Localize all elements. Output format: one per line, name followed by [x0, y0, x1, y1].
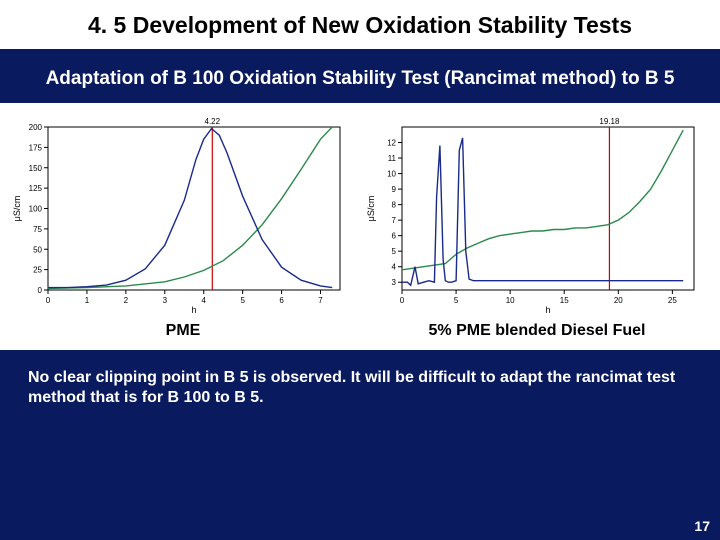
svg-text:12: 12	[387, 138, 396, 147]
svg-text:50: 50	[33, 245, 42, 254]
svg-text:0: 0	[46, 296, 51, 305]
title-bar: 4. 5 Development of New Oxidation Stabil…	[0, 0, 720, 49]
svg-text:5: 5	[392, 247, 397, 256]
svg-text:11: 11	[388, 154, 397, 163]
svg-text:150: 150	[29, 164, 43, 173]
svg-text:2: 2	[124, 296, 129, 305]
svg-text:0: 0	[38, 286, 43, 295]
svg-text:4.22: 4.22	[205, 117, 221, 126]
svg-text:7: 7	[318, 296, 323, 305]
svg-text:19.18: 19.18	[599, 117, 620, 126]
svg-text:5: 5	[240, 296, 245, 305]
svg-text:25: 25	[668, 296, 677, 305]
svg-text:6: 6	[279, 296, 284, 305]
svg-text:20: 20	[614, 296, 623, 305]
svg-text:75: 75	[33, 225, 42, 234]
svg-text:10: 10	[387, 169, 396, 178]
svg-text:7: 7	[392, 216, 397, 225]
svg-text:25: 25	[33, 265, 42, 274]
right-chart: 0 5 10 15 20 25 3 4 5 6 7 8 9 10 11 12 h μS/cm 19.18	[364, 111, 704, 316]
svg-text:200: 200	[29, 123, 43, 132]
conclusion-text: No clear clipping point in B 5 is observ…	[28, 368, 692, 408]
slide-subtitle: Adaptation of B 100 Oxidation Stability …	[20, 67, 700, 91]
svg-text:h: h	[545, 305, 550, 315]
svg-text:8: 8	[392, 200, 397, 209]
page-number: 17	[694, 518, 710, 534]
svg-text:4: 4	[392, 262, 397, 271]
svg-text:4: 4	[202, 296, 207, 305]
svg-text:5: 5	[454, 296, 459, 305]
svg-text:125: 125	[29, 184, 43, 193]
right-chart-container: 0 5 10 15 20 25 3 4 5 6 7 8 9 10 11 12 h μS/cm 19.18 5% PM…	[364, 111, 710, 340]
left-chart: 0 1 2 3 4 5 6 7 0 25 50 75 100 125 150 175 200 h μS/cm 4.22	[10, 111, 350, 316]
svg-text:175: 175	[29, 143, 43, 152]
slide-title: 4. 5 Development of New Oxidation Stabil…	[16, 12, 704, 39]
left-chart-container: 0 1 2 3 4 5 6 7 0 25 50 75 100 125 150 175 200 h μS/cm 4.22…	[10, 111, 356, 340]
svg-text:3: 3	[392, 278, 397, 287]
svg-text:1: 1	[85, 296, 90, 305]
svg-text:0: 0	[400, 296, 405, 305]
svg-text:100: 100	[29, 204, 43, 213]
charts-panel: 012345670255075100125150175200hμS/cm4.22…	[0, 103, 720, 350]
svg-text:3: 3	[163, 296, 168, 305]
svg-text:h: h	[191, 305, 196, 315]
right-chart-caption: 5% PME blended Diesel Fuel	[364, 322, 710, 340]
svg-text:μS/cm: μS/cm	[12, 195, 22, 221]
svg-text:μS/cm: μS/cm	[366, 195, 376, 221]
svg-text:6: 6	[392, 231, 397, 240]
svg-text:9: 9	[392, 185, 397, 194]
svg-text:10: 10	[506, 296, 515, 305]
svg-text:15: 15	[560, 296, 569, 305]
left-chart-caption: PME	[10, 322, 356, 340]
